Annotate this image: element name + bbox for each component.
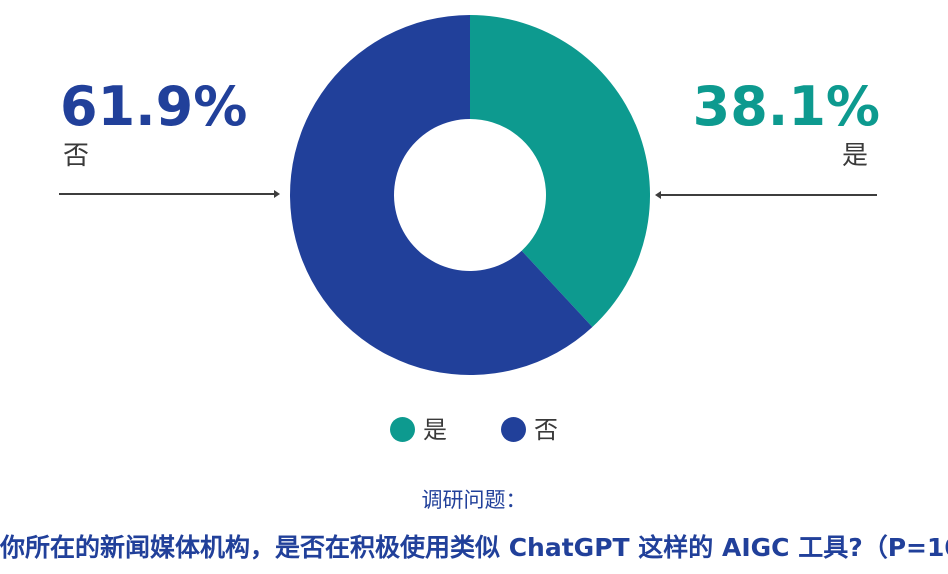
survey-question: 你所在的新闻媒体机构，是否在积极使用类似 ChatGPT 这样的 AIGC 工具…	[0, 533, 948, 562]
donut-chart	[290, 15, 650, 375]
legend-dot-no-icon	[501, 417, 526, 442]
left-callout-rule	[59, 193, 278, 195]
chart-legend: 是 否	[0, 417, 948, 442]
left-callout-value: 61.9%	[60, 75, 248, 138]
right-callout-line	[655, 191, 877, 199]
donut-slice-yes	[470, 15, 650, 327]
right-callout-value: 38.1%	[692, 75, 880, 138]
legend-label-yes: 是	[423, 415, 447, 444]
right-callout-rule	[657, 194, 877, 196]
arrow-right-icon	[274, 190, 280, 198]
donut-svg	[290, 15, 650, 375]
legend-dot-yes-icon	[390, 417, 415, 442]
legend-label-no: 否	[534, 415, 558, 444]
legend-item-no: 否	[501, 417, 558, 442]
right-callout-label: 是	[841, 141, 868, 171]
caption-lead: 调研问题：	[421, 488, 527, 512]
legend-item-yes: 是	[390, 417, 447, 442]
donut-slice-no	[290, 15, 593, 375]
left-callout-line	[59, 190, 280, 198]
left-callout-label: 否	[63, 141, 90, 171]
arrow-left-icon	[655, 191, 661, 199]
